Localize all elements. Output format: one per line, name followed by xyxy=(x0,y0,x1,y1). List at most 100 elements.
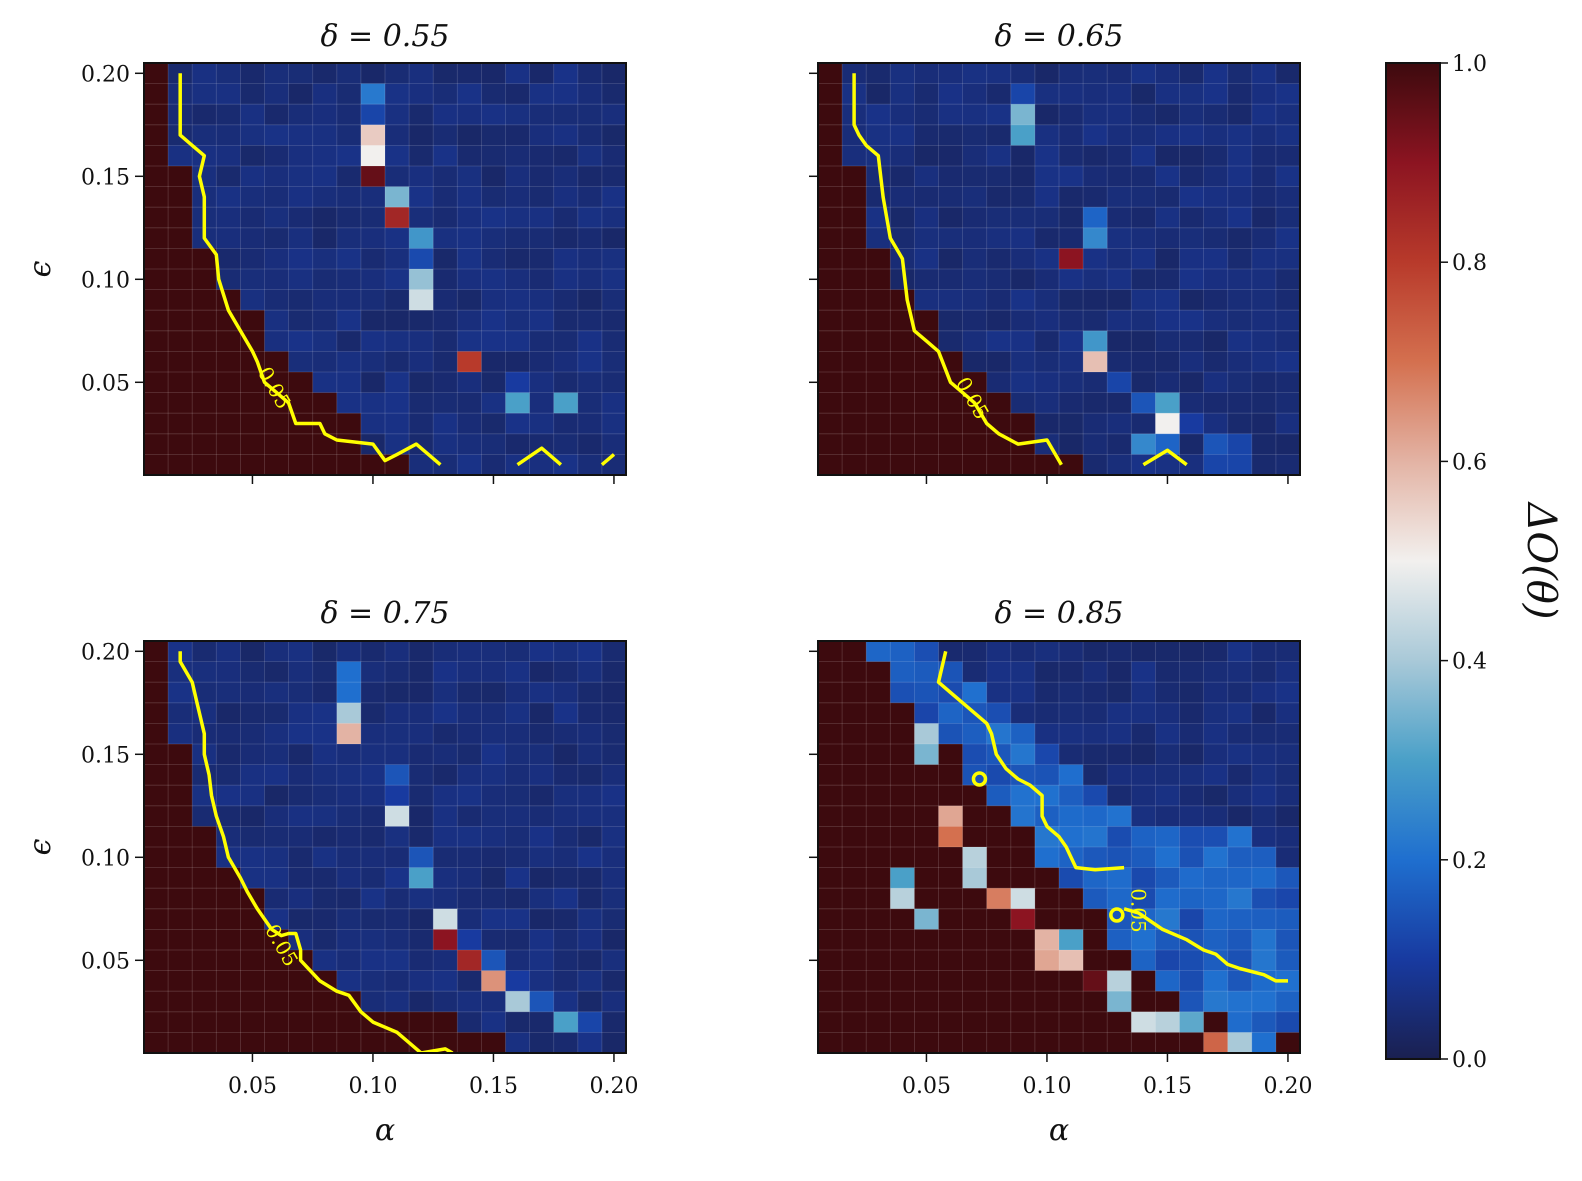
heatmap-cell xyxy=(409,702,434,724)
heatmap-cell xyxy=(1203,372,1229,394)
heatmap-cell xyxy=(1034,661,1060,683)
heatmap-cell xyxy=(1275,248,1300,270)
heatmap-cell xyxy=(986,248,1012,270)
heatmap-cell xyxy=(144,826,169,848)
heatmap-cell xyxy=(553,888,579,910)
heatmap-cell xyxy=(144,104,169,126)
heatmap-cell xyxy=(818,413,843,435)
heatmap-cell xyxy=(312,207,338,229)
heatmap-cell xyxy=(216,723,241,745)
heatmap-cell xyxy=(866,248,891,270)
heatmap-cell xyxy=(1010,207,1036,229)
heatmap-cell xyxy=(1275,867,1300,889)
heatmap-cell xyxy=(481,785,507,807)
heatmap-cell xyxy=(890,661,915,683)
heatmap-cell xyxy=(360,661,386,683)
heatmap-cell xyxy=(818,847,843,869)
x-tick-label: 0.15 xyxy=(1143,1074,1192,1099)
heatmap-cell xyxy=(433,289,458,311)
heatmap-cell xyxy=(1179,269,1205,291)
colorbar-tick-label: 0.8 xyxy=(1452,251,1487,276)
heatmap-cell xyxy=(240,145,266,167)
heatmap-cell xyxy=(529,826,555,848)
heatmap-cell xyxy=(1275,661,1300,683)
heatmap-cell xyxy=(601,227,626,249)
heatmap-cell xyxy=(1107,351,1132,373)
heatmap-cell xyxy=(360,186,386,208)
heatmap-cell xyxy=(457,682,482,704)
heatmap-cell xyxy=(553,310,579,332)
heatmap-cell xyxy=(216,805,241,827)
heatmap-cell xyxy=(1107,124,1132,146)
heatmap-cell xyxy=(1107,744,1132,766)
heatmap-cell xyxy=(1251,970,1277,992)
heatmap-cell xyxy=(505,413,531,435)
heatmap-cell xyxy=(385,661,410,683)
heatmap-cell xyxy=(866,682,891,704)
heatmap-cell xyxy=(312,929,338,951)
heatmap-cell xyxy=(601,248,626,270)
heatmap-cell xyxy=(288,454,314,475)
heatmap-cell xyxy=(1203,950,1229,972)
heatmap-cell xyxy=(601,641,626,663)
heatmap-cell xyxy=(914,991,940,1013)
heatmap-cell xyxy=(818,392,843,414)
heatmap-cell xyxy=(914,392,940,414)
heatmap-cell xyxy=(1203,351,1229,373)
heatmap-cell xyxy=(986,186,1012,208)
heatmap-cell xyxy=(890,908,915,930)
heatmap-cell xyxy=(1083,682,1108,704)
heatmap-cell xyxy=(601,63,626,85)
heatmap-cell xyxy=(1155,166,1181,188)
x-tick-label: 0.05 xyxy=(228,1074,277,1099)
heatmap-cell xyxy=(457,950,482,972)
heatmap-cell xyxy=(842,124,867,146)
heatmap-cell xyxy=(1010,330,1036,352)
heatmap-cell xyxy=(481,227,507,249)
heatmap-cell xyxy=(360,145,386,167)
heatmap-cell xyxy=(1179,805,1205,827)
heatmap-cell xyxy=(818,723,843,745)
heatmap-cell xyxy=(890,970,915,992)
heatmap-cell xyxy=(1010,682,1036,704)
heatmap-cell xyxy=(192,929,217,951)
heatmap-cell xyxy=(1034,454,1060,475)
heatmap-cell xyxy=(914,641,940,663)
heatmap-cell xyxy=(481,991,507,1013)
y-tick-label: 0.15 xyxy=(81,743,130,768)
heatmap-cell xyxy=(1010,785,1036,807)
heatmap-cell xyxy=(288,744,314,766)
heatmap-cell xyxy=(168,744,193,766)
heatmap-cell xyxy=(1203,166,1229,188)
heatmap-cell xyxy=(457,351,482,373)
heatmap-cell xyxy=(866,929,891,951)
heatmap-cell xyxy=(914,682,940,704)
heatmap-cell xyxy=(216,104,241,126)
heatmap-cell xyxy=(938,805,964,827)
heatmap-cell xyxy=(1275,269,1300,291)
heatmap-cell xyxy=(890,888,915,910)
heatmap-cell xyxy=(385,1011,410,1033)
heatmap-cell xyxy=(529,351,555,373)
heatmap-cell xyxy=(192,166,217,188)
heatmap-cell xyxy=(842,1032,867,1053)
heatmap-cell xyxy=(866,888,891,910)
heatmap-cell xyxy=(1131,413,1156,435)
heatmap-cell xyxy=(192,289,217,311)
heatmap-cell xyxy=(360,413,386,435)
heatmap-cell xyxy=(1227,186,1253,208)
heatmap-cell xyxy=(168,310,193,332)
heatmap-cell xyxy=(505,269,531,291)
heatmap-cell xyxy=(168,330,193,352)
heatmap-cell xyxy=(288,1032,314,1053)
heatmap-cell xyxy=(1155,454,1181,475)
heatmap-cell xyxy=(1251,433,1277,455)
heatmap-cell xyxy=(1059,1011,1084,1033)
heatmap-cell xyxy=(601,702,626,724)
heatmap-cell xyxy=(360,124,386,146)
heatmap-cell xyxy=(433,392,458,414)
heatmap-cell xyxy=(481,888,507,910)
heatmap-cell xyxy=(842,454,867,475)
heatmap-cell xyxy=(312,641,338,663)
heatmap-cell xyxy=(1083,785,1108,807)
